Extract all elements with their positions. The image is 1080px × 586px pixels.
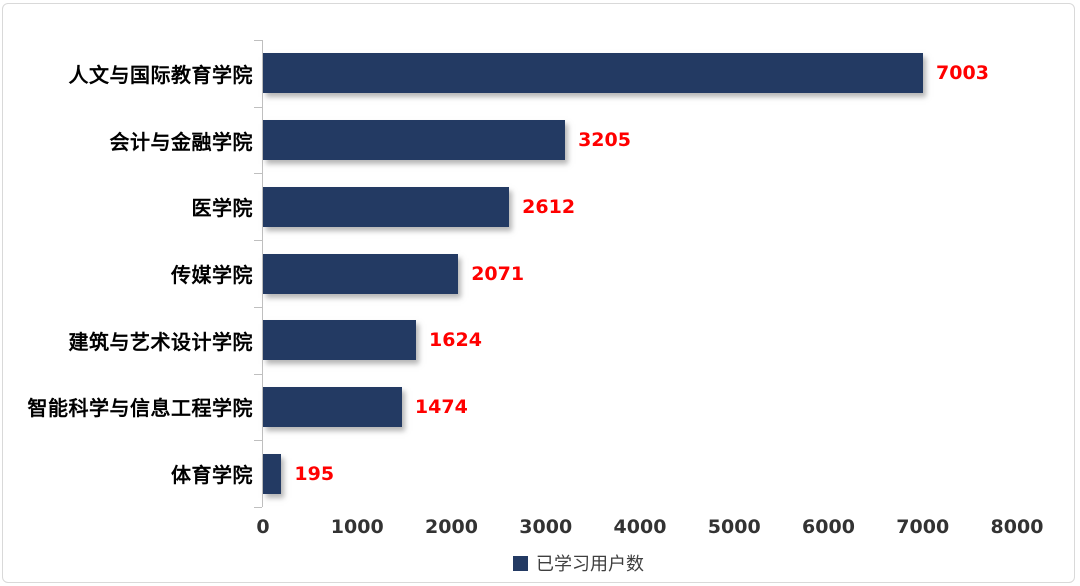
legend: 已学习用户数 (513, 550, 644, 576)
value-label: 7003 (936, 62, 989, 85)
value-label: 1474 (414, 395, 468, 418)
category-label: 传媒学院 (171, 262, 253, 287)
x-axis-tick-label: 4000 (613, 516, 667, 538)
x-axis-tick-label: 7000 (896, 516, 950, 538)
category-axis-tick (254, 507, 262, 508)
x-axis-tick-label: 5000 (707, 516, 761, 538)
legend-label: 已学习用户数 (536, 554, 644, 575)
bar (263, 53, 924, 94)
category-axis-tick (254, 40, 262, 41)
category-axis-tick (254, 440, 262, 441)
category-axis-tick (254, 374, 262, 375)
bar (263, 386, 402, 427)
x-axis-tick-label: 3000 (519, 516, 573, 538)
category-axis-tick (254, 173, 262, 174)
category-label: 体育学院 (171, 463, 253, 488)
category-label: 智能科学与信息工程学院 (27, 396, 253, 421)
category-label: 会计与金融学院 (109, 129, 253, 154)
legend-swatch-icon (513, 555, 528, 571)
category-label: 建筑与艺术设计学院 (68, 329, 253, 354)
x-axis-tick-label: 0 (256, 516, 270, 538)
value-label: 2071 (471, 262, 525, 285)
value-label: 2612 (522, 195, 576, 218)
x-axis-tick-label: 2000 (425, 516, 478, 538)
bar (263, 120, 566, 161)
x-axis-tick-label: 6000 (802, 516, 855, 538)
value-label: 1624 (429, 329, 482, 352)
category-label: 人文与国际教育学院 (68, 62, 253, 87)
value-label: 195 (294, 462, 335, 485)
category-axis-line (262, 40, 263, 507)
x-axis-tick-label: 1000 (330, 516, 384, 538)
x-axis-tick-label: 8000 (990, 516, 1044, 538)
bar (263, 186, 510, 227)
bar (263, 320, 417, 361)
value-label: 3205 (578, 129, 631, 152)
bar (263, 453, 282, 494)
category-axis-tick (254, 107, 262, 108)
category-label: 医学院 (191, 196, 253, 221)
category-axis-tick (254, 307, 262, 308)
bar (263, 253, 459, 294)
category-axis-tick (254, 240, 262, 241)
